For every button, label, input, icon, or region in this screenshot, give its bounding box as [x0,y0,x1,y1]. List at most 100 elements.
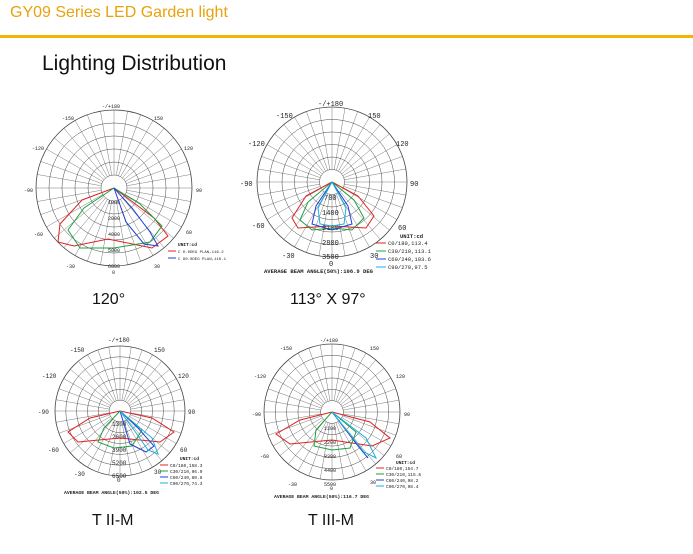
legend-entry: C30/210,115.6 [386,472,421,478]
grid-spoke [70,417,112,453]
legend: UNIT:cd C0/180,158.3 C30/210,96.9 C60/24… [160,456,203,487]
radial-label: 2600 [112,434,127,441]
grid-spoke [337,353,367,403]
grid-spoke [130,388,182,408]
angle-label: 120 [396,141,409,149]
grid-spoke [123,137,174,180]
distribution-curve-c90 [317,181,347,227]
radial-label: 3500 [322,254,339,262]
radial-label: 5200 [112,460,127,467]
legend-entry: C90/270,97.5 [388,264,428,271]
grid-spoke [338,116,370,172]
angle-labels: -/+180 -150 150 -120 120 -90 90 -60 60 -… [24,104,202,276]
grid-spoke [116,111,128,176]
legend-unit: UNIT:cd [396,460,415,466]
legend-unit: UNIT:cd [400,233,423,240]
grid-spoke [261,156,321,178]
angle-label: -60 [260,454,269,460]
radial-labels: 1100 2200 3300 4400 5500 [324,426,336,488]
grid-spoke [258,168,320,181]
angle-label: 30 [370,480,376,486]
polar-diagram-2-svg: -/+180 -150 150 -120 120 -90 90 -60 60 -… [240,101,432,275]
angle-label: 90 [188,409,196,416]
legend: UNIT:cd C 0.0DEG PLAN,116.2 C 90.0DEG PL… [168,242,227,262]
radial-label: 3300 [324,454,336,460]
grid-spoke [306,193,328,253]
polar-diagram-3-svg: -/+180 -150 150 -120 120 -90 90 -60 60 -… [38,337,203,496]
legend-unit: UNIT:cd [180,456,199,462]
distribution-curve-c90 [119,410,159,455]
grid-spoke [266,144,322,176]
grid-spoke [55,399,110,410]
angle-label: -60 [48,447,59,454]
grid-spoke [339,124,381,173]
distribution-curve-c60 [311,181,353,231]
angle-label: -90 [252,412,261,418]
grid-spoke [126,190,191,202]
radial-label: 2200 [324,440,336,446]
angle-label: 90 [196,188,202,194]
grid-spoke [87,420,115,468]
grid-spoke [123,421,143,473]
grid-spoke [122,128,165,179]
grid-spoke [268,415,322,436]
grid-spoke [120,199,154,256]
legend-entry: C30/210,113.1 [388,248,432,255]
grid-spoke [40,161,102,184]
grid-spoke [126,192,188,215]
grid-spoke [258,183,320,196]
grid-spoke [125,354,153,402]
grid-spoke [87,200,110,262]
diagram-caption-3: T II-M [92,512,134,529]
grid-spoke [294,116,326,172]
grid-spoke [340,368,385,405]
grid-spoke [126,161,188,184]
grid-spoke [343,156,403,178]
distribution-curve-c30 [313,411,357,451]
angle-label: 30 [370,253,378,261]
radial-label: 1000 [108,200,120,206]
radial-label: 1100 [324,426,336,432]
angle-label: 150 [154,116,163,122]
polar-diagram-4: -/+180 -150 150 -120 120 -90 90 -60 60 -… [250,334,450,504]
grid-spoke [97,349,117,401]
grid-spoke [74,120,108,177]
grid-spoke [128,369,170,405]
grid-spoke [343,399,400,411]
grid-spoke [129,416,177,444]
grid-spoke [338,192,370,248]
grid-spoke [125,194,182,228]
angle-label: 30 [154,264,160,270]
radial-label: 2000 [108,216,120,222]
grid-spoke [123,349,143,401]
grid-spoke [70,369,112,405]
angle-label: 60 [186,230,192,236]
grid-spoke [294,192,326,248]
grid-spoke [58,388,110,408]
angle-label: -150 [276,113,293,121]
polar-grid [54,345,186,477]
radial-label: 5500 [324,482,336,488]
legend-entry: C90/270,98.4 [386,484,419,490]
radial-label: 3900 [112,447,127,454]
radial-label: 4400 [324,468,336,474]
radial-label: 1400 [322,210,339,218]
grid-spoke [319,344,331,401]
radial-labels: 1300 2600 3900 5200 6500 [112,421,127,480]
grid-spoke [63,416,111,444]
angle-label: 0 [329,261,333,269]
angle-label: -/+180 [108,337,130,344]
angle-label: -150 [62,116,74,122]
angle-label: 150 [154,347,165,354]
polar-diagram-4-svg: -/+180 -150 150 -120 120 -90 90 -60 60 -… [252,338,421,500]
grid-spoke [318,108,331,170]
angle-label: 0 [112,270,115,276]
angle-label: -120 [248,141,265,149]
polar-diagram-3: -/+180 -150 150 -120 120 -90 90 -60 60 -… [34,334,234,499]
legend-entry: C0/180,154.7 [386,466,419,472]
angle-labels: -/+180 -150 150 -120 120 -90 90 -60 60 -… [252,338,410,492]
distribution-curve-c60 [119,410,155,453]
beam-angle-text: AVERAGE BEAM ANGLE(50%):102.5 DEG [64,490,159,496]
angle-label: -/+180 [318,101,343,109]
grid-spoke [342,415,396,436]
